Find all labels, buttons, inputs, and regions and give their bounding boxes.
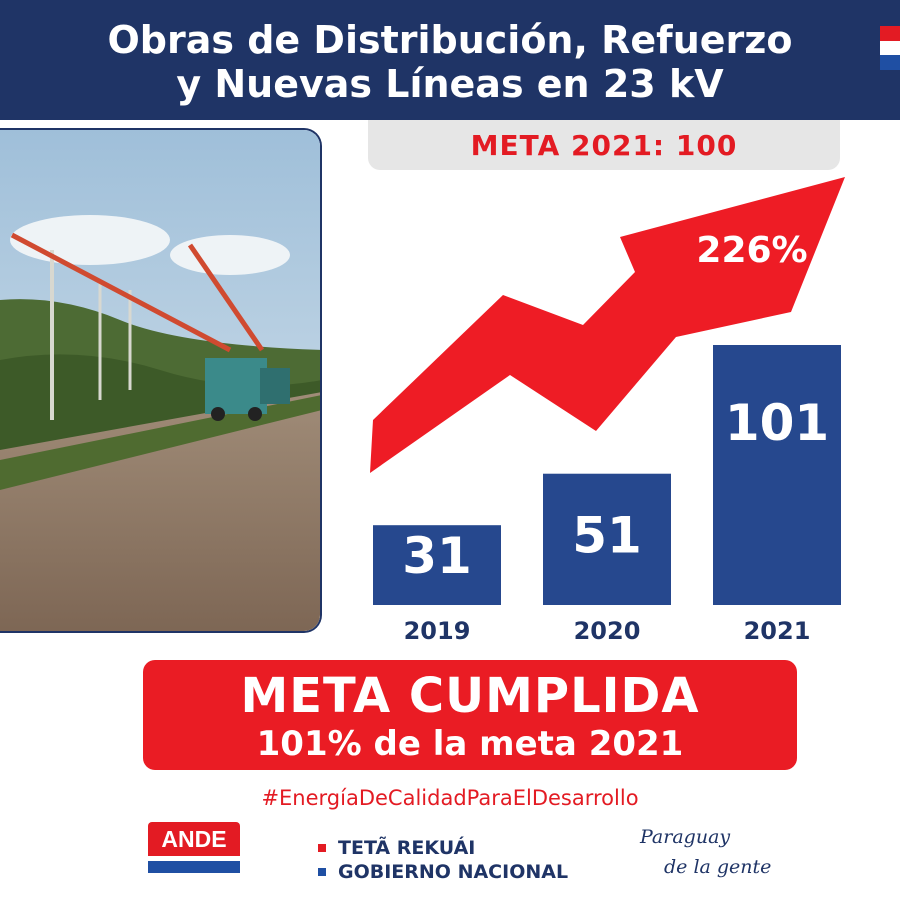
red-square-icon — [318, 844, 326, 852]
bar-2019 — [373, 525, 501, 605]
goal-label: META 2021: 100 — [470, 128, 738, 162]
bars-group: 31 2019 51 2020 101 2021 — [373, 345, 841, 645]
growth-arrow — [370, 177, 845, 473]
title-line-2: y Nuevas Líneas en 23 kV — [176, 62, 724, 106]
x-tick-label: 2020 — [574, 617, 641, 645]
bar-2020 — [543, 473, 671, 605]
x-tick-label: 2019 — [404, 617, 471, 645]
slogan-line-1: Paraguay — [640, 826, 731, 848]
goal-box: META 2021: 100 — [368, 120, 840, 170]
paraguay-flag-icon — [880, 26, 900, 70]
bar-value-label: 51 — [572, 506, 642, 564]
result-subtitle: 101% de la meta 2021 — [256, 724, 684, 764]
growth-annotation: 226% — [696, 230, 807, 271]
ande-logo-text: ANDE — [148, 822, 240, 856]
x-tick-label: 2021 — [744, 617, 811, 645]
photo-crane-trucks — [0, 128, 322, 633]
hashtag: #EnergíaDeCalidadParaElDesarrollo — [261, 786, 639, 810]
slogan-line-2: de la gente — [664, 856, 772, 878]
page-title: Obras de Distribución, Refuerzo y Nuevas… — [0, 18, 900, 106]
blue-square-icon — [318, 868, 326, 876]
title-line-1: Obras de Distribución, Refuerzo — [107, 18, 793, 62]
gov-line-1: TETÃ REKUÁI — [338, 837, 476, 859]
ande-logo: ANDE — [148, 822, 240, 873]
gov-line-2: GOBIERNO NACIONAL — [338, 861, 569, 883]
header-banner: Obras de Distribución, Refuerzo y Nuevas… — [0, 0, 900, 120]
bar-chart: 226% 31 2019 51 2020 101 2021 — [370, 177, 845, 645]
bar-2021 — [713, 345, 841, 605]
result-title: META CUMPLIDA — [240, 668, 700, 724]
paraguay-de-la-gente-logo: Paraguay de la gente — [632, 826, 772, 886]
government-logo: TETÃ REKUÁI GOBIERNO NACIONAL — [318, 836, 568, 884]
bar-value-label: 31 — [402, 527, 472, 585]
bar-value-label: 101 — [725, 394, 829, 452]
result-box: META CUMPLIDA 101% de la meta 2021 — [143, 660, 797, 770]
